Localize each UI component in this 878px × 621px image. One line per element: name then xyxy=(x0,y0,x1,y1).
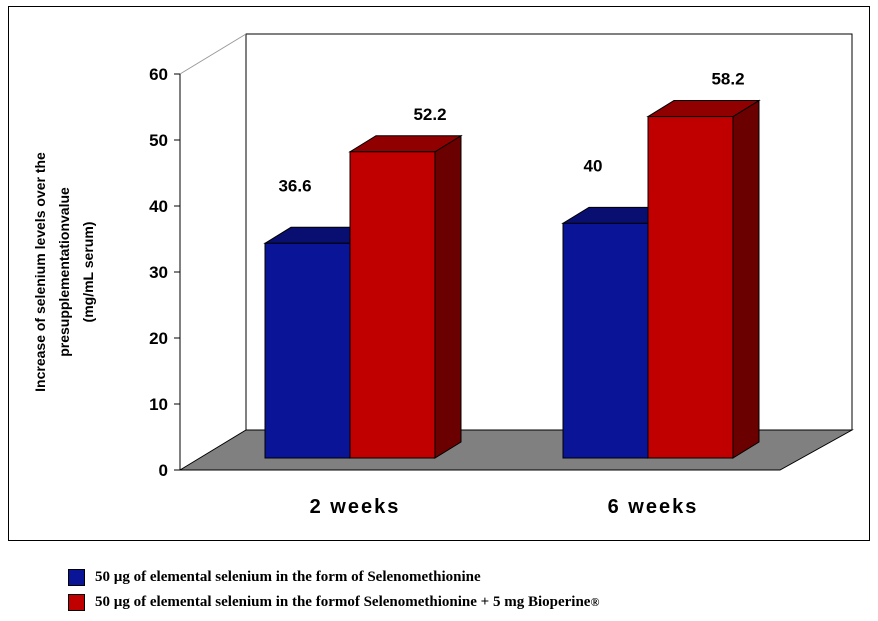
data-label: 36.6 xyxy=(278,176,311,195)
legend-swatch-red xyxy=(68,594,85,611)
side-wall-edge xyxy=(179,33,247,75)
y-axis-label: Increase of selenium levels over the pres… xyxy=(32,152,96,392)
back-wall xyxy=(245,33,853,430)
legend-label: 50 µg of elemental selenium in the formo… xyxy=(95,594,591,610)
x-tick-label: 6 weeks xyxy=(608,496,699,518)
y-tick-label: 50 xyxy=(149,131,168,150)
y-tick-label: 0 xyxy=(159,461,168,480)
bar-chart: 0 10 20 30 40 50 60 Increase of selenium levels… xyxy=(32,33,854,518)
data-label: 52.2 xyxy=(413,105,446,124)
y-tick-label: 60 xyxy=(149,65,168,84)
y-axis-label-line: presupplementationvalue xyxy=(56,187,72,357)
bar xyxy=(647,116,734,459)
bar-side xyxy=(732,99,760,459)
y-axis-label-line: Increase of selenium levels over the xyxy=(32,152,48,392)
x-tick-label: 2 weeks xyxy=(310,496,401,518)
legend-label: 50 µg of elemental selenium in the form … xyxy=(95,569,481,585)
y-tick-label: 20 xyxy=(149,329,168,348)
data-label: 58.2 xyxy=(711,70,744,89)
bar-side xyxy=(434,134,462,459)
legend: 50 µg of elemental selenium in the form … xyxy=(68,565,599,615)
bar xyxy=(562,222,649,459)
y-axis-label-line: (mg/mL serum) xyxy=(80,222,96,323)
legend-item-bioperine: 50 µg of elemental selenium in the formo… xyxy=(68,590,599,615)
legend-swatch-blue xyxy=(68,569,85,586)
y-tick-label: 40 xyxy=(149,197,168,216)
chart-frame xyxy=(8,6,870,541)
bar xyxy=(349,151,436,459)
y-tick-label: 30 xyxy=(149,263,168,282)
legend-item-selenomethionine: 50 µg of elemental selenium in the form … xyxy=(68,565,599,590)
y-tick-label: 10 xyxy=(149,395,168,414)
bar xyxy=(264,242,351,459)
registered-mark: ® xyxy=(590,595,600,609)
data-label: 40 xyxy=(584,156,603,175)
